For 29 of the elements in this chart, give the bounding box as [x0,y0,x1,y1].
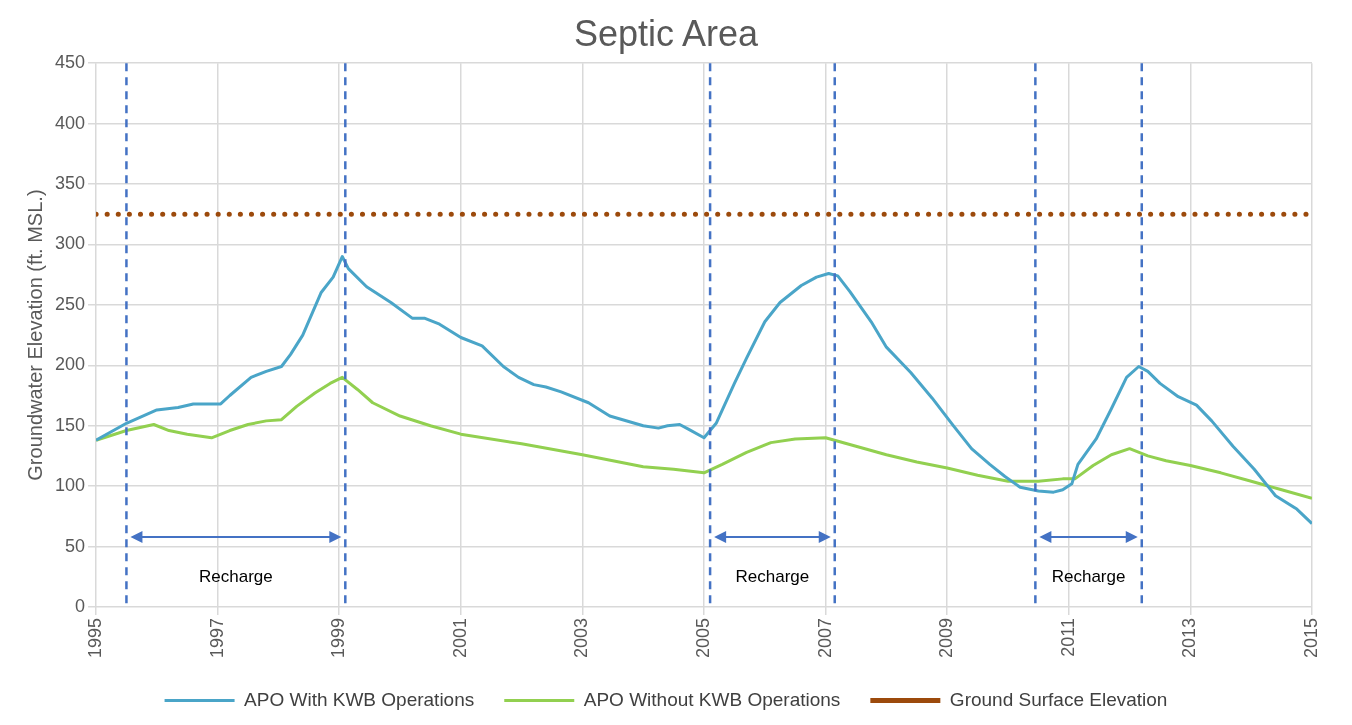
legend-label: APO With KWB Operations [244,688,475,710]
y-tick-label: 0 [75,595,86,616]
x-tick-label: 2011 [1057,617,1078,657]
x-tick-label: 1997 [206,617,227,658]
chart-title: Septic Area [573,12,760,54]
annotation: Recharge [1051,566,1126,586]
x-tick-label: 2013 [1179,617,1200,658]
y-axis-title: Groundwater Elevation (ft. MSL.) [23,189,46,481]
x-tick-label: 1995 [85,617,105,658]
x-tick-label: 1999 [328,617,349,658]
y-tick-label: 400 [54,112,86,133]
x-tick-label: 2015 [1300,617,1321,658]
x-tick-label: 2005 [692,617,713,658]
x-tick-label: 2003 [571,617,592,658]
x-tick-label: 2009 [936,617,957,658]
y-tick-label: 100 [54,475,86,496]
annotation: Recharge [735,566,810,586]
legend-label: APO Without KWB Operations [583,688,841,710]
x-tick-label: 2001 [449,617,470,658]
y-tick-label: 200 [54,354,86,375]
legend-label: Ground Surface Elevation [949,688,1168,710]
y-tick-label: 50 [65,535,86,556]
y-tick-label: 300 [54,233,86,254]
y-tick-label: 450 [54,52,86,73]
annotation: Recharge [199,566,273,586]
x-tick-label: 2007 [814,617,835,658]
y-tick-label: 150 [54,414,86,435]
y-tick-label: 350 [54,173,86,193]
y-tick-label: 250 [54,293,86,314]
